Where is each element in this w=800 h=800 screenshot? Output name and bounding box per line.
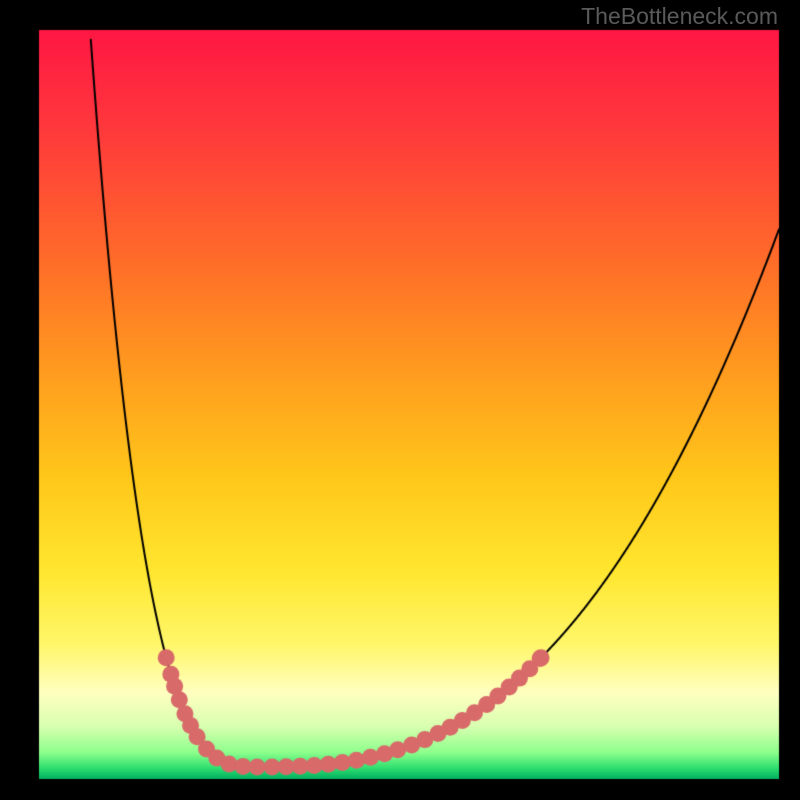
chart-stage: TheBottleneck.com: [0, 0, 800, 800]
chart-canvas: [0, 0, 800, 800]
watermark-text: TheBottleneck.com: [581, 3, 778, 30]
